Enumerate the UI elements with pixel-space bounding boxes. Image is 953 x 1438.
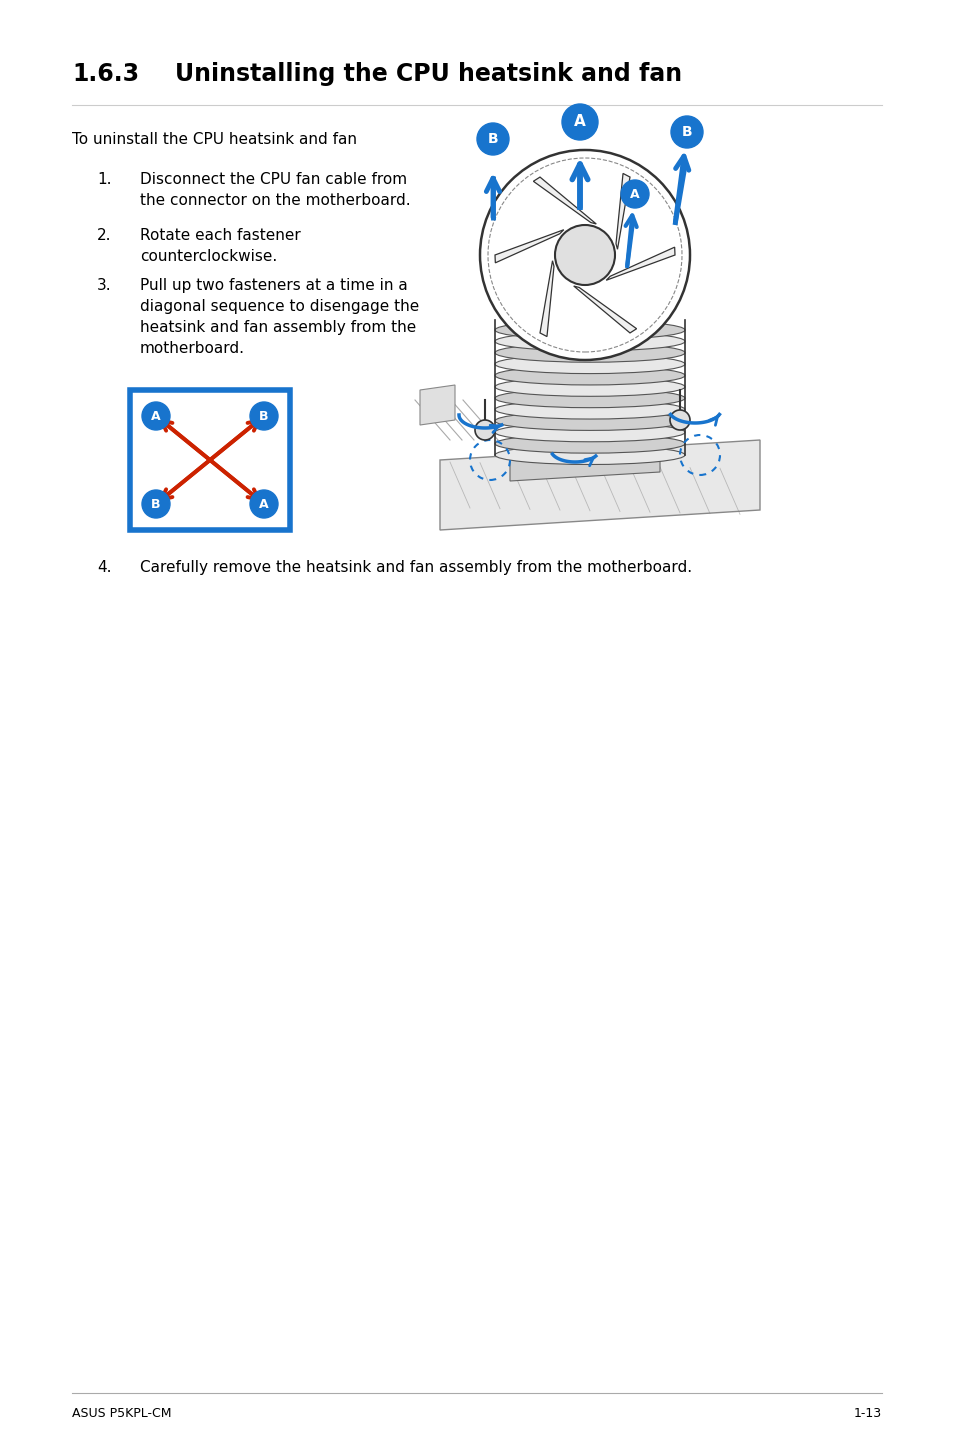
Text: ASUS P5KPL-CM: ASUS P5KPL-CM xyxy=(71,1406,172,1419)
Polygon shape xyxy=(573,286,636,334)
Circle shape xyxy=(669,410,689,430)
Text: A: A xyxy=(574,115,585,129)
Ellipse shape xyxy=(495,355,684,374)
Ellipse shape xyxy=(495,411,684,430)
Text: 1.: 1. xyxy=(97,173,112,187)
Text: 4.: 4. xyxy=(97,559,112,575)
Polygon shape xyxy=(616,174,629,249)
Circle shape xyxy=(142,490,170,518)
Polygon shape xyxy=(605,247,675,280)
Text: A: A xyxy=(259,498,269,510)
Text: Disconnect the CPU fan cable from: Disconnect the CPU fan cable from xyxy=(140,173,407,187)
Ellipse shape xyxy=(495,388,684,408)
Ellipse shape xyxy=(495,344,684,362)
Text: 1-13: 1-13 xyxy=(853,1406,882,1419)
Bar xyxy=(130,390,290,531)
Text: A: A xyxy=(630,187,639,200)
Text: B: B xyxy=(681,125,692,139)
Polygon shape xyxy=(539,260,554,336)
Polygon shape xyxy=(510,444,659,480)
Text: Carefully remove the heatsink and fan assembly from the motherboard.: Carefully remove the heatsink and fan as… xyxy=(140,559,691,575)
Ellipse shape xyxy=(495,446,684,464)
Text: To uninstall the CPU heatsink and fan: To uninstall the CPU heatsink and fan xyxy=(71,132,356,147)
Polygon shape xyxy=(495,230,563,263)
Ellipse shape xyxy=(495,423,684,441)
Circle shape xyxy=(555,224,615,285)
Circle shape xyxy=(561,104,598,139)
Circle shape xyxy=(142,403,170,430)
Ellipse shape xyxy=(495,434,684,453)
Text: motherboard.: motherboard. xyxy=(140,341,245,357)
Text: Rotate each fastener: Rotate each fastener xyxy=(140,229,300,243)
Ellipse shape xyxy=(495,332,684,351)
Text: B: B xyxy=(259,410,269,423)
Text: heatsink and fan assembly from the: heatsink and fan assembly from the xyxy=(140,321,416,335)
Circle shape xyxy=(476,124,509,155)
Ellipse shape xyxy=(495,377,684,397)
Circle shape xyxy=(479,150,689,360)
Text: 1.6.3: 1.6.3 xyxy=(71,62,139,86)
Circle shape xyxy=(250,403,277,430)
Polygon shape xyxy=(533,177,596,224)
Text: the connector on the motherboard.: the connector on the motherboard. xyxy=(140,193,410,209)
Circle shape xyxy=(620,180,648,209)
Text: Pull up two fasteners at a time in a: Pull up two fasteners at a time in a xyxy=(140,278,407,293)
Polygon shape xyxy=(439,440,760,531)
Ellipse shape xyxy=(495,400,684,418)
Text: A: A xyxy=(151,410,161,423)
Text: counterclockwise.: counterclockwise. xyxy=(140,249,277,265)
Ellipse shape xyxy=(495,321,684,339)
Polygon shape xyxy=(419,385,455,426)
Ellipse shape xyxy=(495,365,684,385)
Text: diagonal sequence to disengage the: diagonal sequence to disengage the xyxy=(140,299,418,313)
Text: B: B xyxy=(487,132,497,147)
Circle shape xyxy=(475,420,495,440)
Text: 3.: 3. xyxy=(97,278,112,293)
Text: 2.: 2. xyxy=(97,229,112,243)
Text: Uninstalling the CPU heatsink and fan: Uninstalling the CPU heatsink and fan xyxy=(174,62,681,86)
Circle shape xyxy=(250,490,277,518)
Text: B: B xyxy=(152,498,161,510)
Circle shape xyxy=(670,116,702,148)
